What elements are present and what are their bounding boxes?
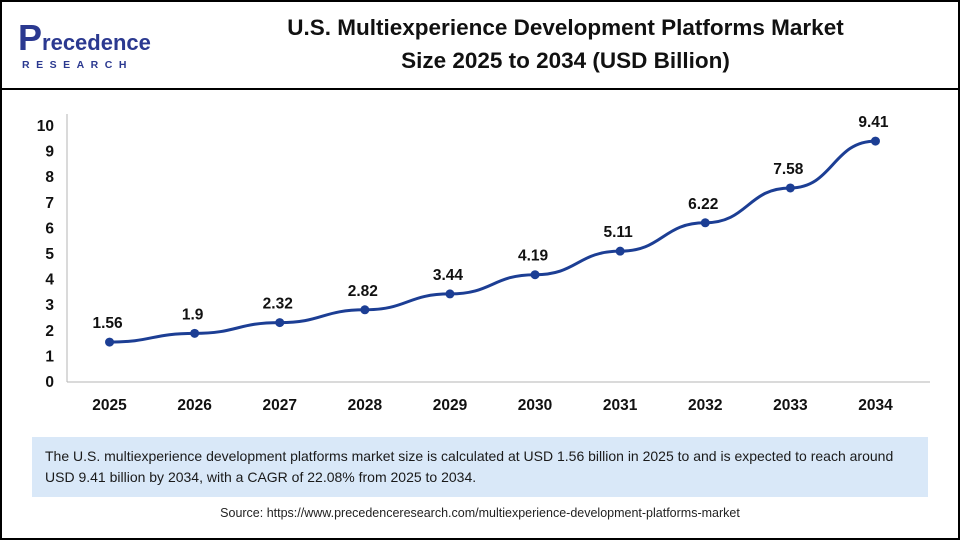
y-tick-label: 9 <box>45 144 54 161</box>
summary-box: The U.S. multiexperience development pla… <box>32 437 928 497</box>
data-point <box>275 318 285 328</box>
summary-text: The U.S. multiexperience development pla… <box>45 448 894 485</box>
data-point-label: 6.22 <box>688 196 718 213</box>
y-tick-label: 4 <box>45 272 54 289</box>
y-tick-label: 10 <box>37 118 54 135</box>
data-point-label: 4.19 <box>518 248 549 265</box>
data-point <box>870 136 880 146</box>
brand-name: Precedence <box>18 17 151 59</box>
data-point-label: 7.58 <box>773 161 804 178</box>
chart-title-line1: U.S. Multiexperience Development Platfor… <box>287 15 844 41</box>
data-point <box>360 305 370 315</box>
y-tick-label: 5 <box>45 246 54 263</box>
x-tick-label: 2034 <box>858 397 893 414</box>
y-tick-label: 2 <box>45 323 54 340</box>
x-tick-label: 2032 <box>688 397 722 414</box>
x-tick-label: 2025 <box>92 397 127 414</box>
data-point <box>785 183 795 193</box>
data-point-label: 2.32 <box>263 296 293 313</box>
brand-logo: Precedence RESEARCH <box>18 17 203 71</box>
data-point-label: 1.56 <box>92 315 123 332</box>
y-tick-label: 1 <box>45 348 54 365</box>
x-tick-label: 2026 <box>177 397 212 414</box>
source-text: Source: https://www.precedenceresearch.c… <box>220 506 740 520</box>
data-point <box>615 246 625 256</box>
chart-area: 0 1 2 3 4 5 6 7 8 9 10 2025 2026 2027 2028 2029 2030 2031… <box>2 90 958 431</box>
data-point <box>445 289 455 299</box>
y-tick-label: 7 <box>45 195 54 212</box>
data-point-label: 3.44 <box>433 267 464 284</box>
data-point <box>105 337 115 347</box>
data-point <box>700 218 710 228</box>
brand-subtitle: RESEARCH <box>22 58 133 71</box>
x-tick-label: 2030 <box>518 397 552 414</box>
x-tick-label: 2033 <box>773 397 808 414</box>
data-point <box>530 270 540 280</box>
x-tick-label: 2028 <box>348 397 383 414</box>
y-tick-label: 0 <box>45 374 54 391</box>
x-tick-label: 2031 <box>603 397 638 414</box>
market-size-line-chart: 0 1 2 3 4 5 6 7 8 9 10 2025 2026 2027 2028 2029 2030 2031… <box>37 114 930 414</box>
chart-title: U.S. Multiexperience Development Platfor… <box>203 12 942 77</box>
data-point-label: 1.9 <box>182 306 204 323</box>
y-tick-label: 6 <box>45 220 54 237</box>
x-tick-label: 2029 <box>433 397 468 414</box>
trend-line <box>108 139 877 344</box>
y-tick-label: 3 <box>45 297 54 314</box>
data-point-label: 5.11 <box>603 224 633 241</box>
header: Precedence RESEARCH U.S. Multiexperience… <box>2 2 958 90</box>
chart-title-line2: Size 2025 to 2034 (USD Billion) <box>401 48 730 73</box>
data-point <box>190 328 200 338</box>
data-point-label: 9.41 <box>858 114 889 131</box>
y-tick-label: 8 <box>45 169 54 186</box>
data-point-label: 2.82 <box>348 283 378 300</box>
x-tick-label: 2027 <box>263 397 297 414</box>
